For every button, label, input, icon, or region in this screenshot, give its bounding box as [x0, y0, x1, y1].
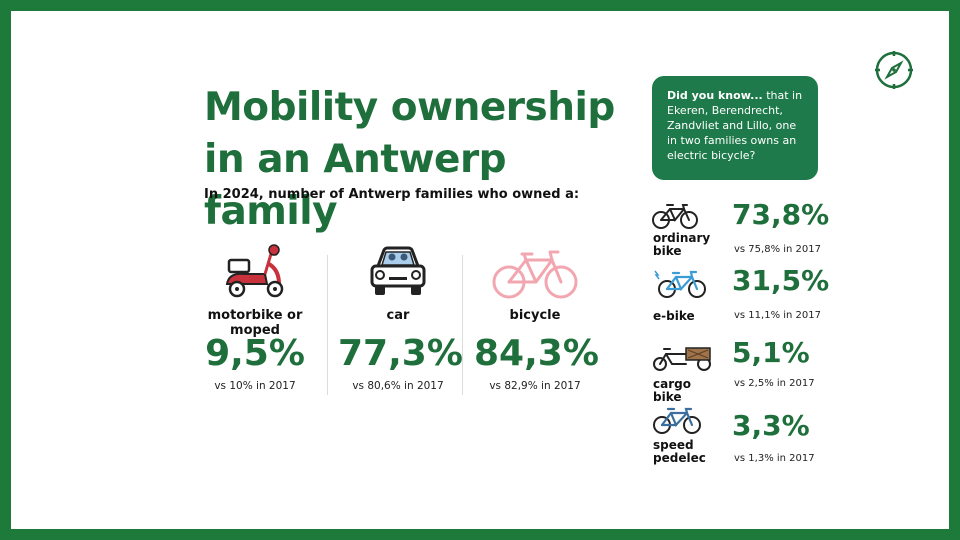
stat-label: motorbike or moped [207, 308, 303, 338]
stat-compare: vs 82,9% in 2017 [489, 380, 581, 392]
stat-value: 84,3% [474, 333, 599, 374]
bike-type-ordinary: ordinary bike 73,8% vs 75,8% in 2017 [652, 200, 832, 260]
stat-value: 9,5% [205, 333, 305, 374]
e-bike-icon [654, 270, 706, 298]
bike-type-value: 73,8% [732, 198, 830, 231]
bike-type-cargo: cargo bike 5,1% vs 2,5% in 2017 [652, 336, 832, 404]
bike-type-compare: vs 2,5% in 2017 [734, 378, 815, 389]
bike-type-compare: vs 11,1% in 2017 [734, 310, 821, 321]
stat-motorbike: motorbike or moped 9,5% vs 10% in 2017 [188, 240, 322, 392]
title-line-1: Mobility ownership [204, 85, 615, 130]
bike-type-value: 31,5% [732, 264, 830, 297]
speed-pedelec-icon [653, 407, 701, 434]
car-icon [370, 246, 426, 295]
ordinary-bike-icon [652, 204, 698, 229]
compass-icon [875, 51, 913, 89]
callout-lead: Did you know... [667, 89, 763, 102]
bicycle-icon [492, 250, 578, 299]
stat-value: 77,3% [338, 333, 463, 374]
cargo-bike-icon [653, 347, 711, 371]
moped-icon [225, 244, 284, 298]
bike-type-value: 5,1% [732, 336, 810, 369]
title-line-2: in an Antwerp family [204, 137, 507, 234]
stat-label: bicycle [509, 308, 561, 323]
stat-compare: vs 80,6% in 2017 [352, 380, 444, 392]
bike-type-speed-pedelec: speed pedelec 3,3% vs 1,3% in 2017 [652, 405, 832, 469]
bike-type-ebike: e-bike 31,5% vs 11,1% in 2017 [652, 266, 832, 326]
divider [462, 255, 463, 395]
stat-compare: vs 10% in 2017 [214, 380, 296, 392]
bike-type-label: speed pedelec [653, 438, 706, 465]
divider [327, 255, 328, 395]
subtitle: In 2024, number of Antwerp families who … [204, 187, 580, 202]
bike-type-value: 3,3% [732, 409, 810, 442]
callout-text: that in Ekeren, Berendrecht, Zandvliet a… [667, 89, 803, 162]
bike-type-compare: vs 1,3% in 2017 [734, 453, 815, 464]
stat-car: car 77,3% vs 80,6% in 2017 [338, 240, 463, 392]
bike-type-label: ordinary bike [653, 231, 711, 258]
bike-type-label: e-bike [653, 309, 695, 323]
bike-type-label: cargo bike [653, 377, 691, 404]
stat-label: car [386, 308, 410, 323]
did-you-know-callout: Did you know... that in Ekeren, Berendre… [652, 76, 818, 180]
bike-type-compare: vs 75,8% in 2017 [734, 244, 821, 255]
page-title: Mobility ownership in an Antwerp family [204, 82, 634, 238]
stat-bicycle: bicycle 84,3% vs 82,9% in 2017 [474, 240, 599, 392]
